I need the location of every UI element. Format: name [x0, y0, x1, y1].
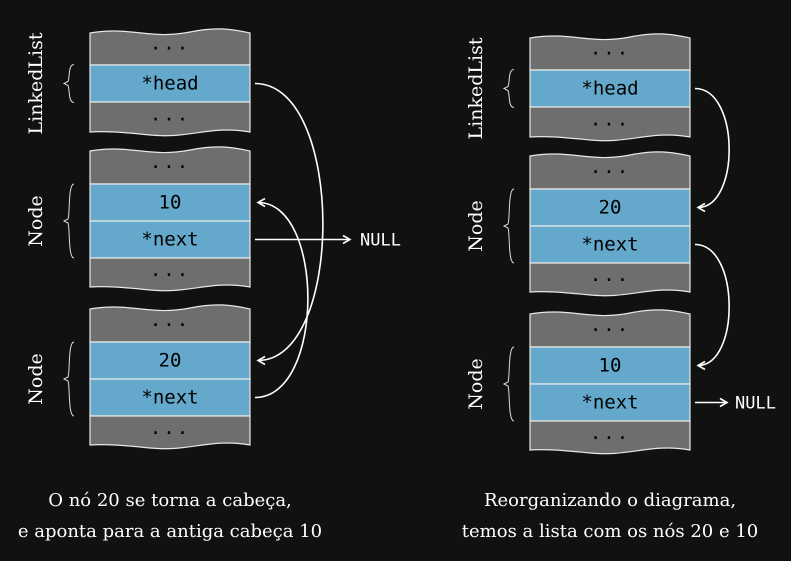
struct-label: LinkedList — [25, 32, 47, 134]
padding-cell — [89, 415, 251, 450]
ellipsis-text: ... — [590, 156, 630, 178]
brace-icon — [62, 64, 75, 103]
caption-line: Reorganizando o diagrama, — [484, 490, 736, 511]
struct-label: Node — [465, 200, 487, 251]
struct-label: LinkedList — [465, 37, 487, 139]
padding-cell — [89, 28, 251, 66]
linkedlist-block: ... *head... — [89, 28, 251, 137]
field-text: *next — [581, 234, 638, 256]
padding-cell — [89, 304, 251, 343]
ellipsis-text: ... — [590, 264, 630, 286]
head-arrow — [694, 87, 730, 213]
ellipsis-text: ... — [150, 259, 190, 281]
next-arrow — [254, 197, 309, 399]
padding-cell — [89, 146, 251, 185]
padding-cell — [529, 106, 691, 142]
struct-label: Node — [465, 358, 487, 409]
null-label: NULL — [360, 231, 401, 251]
field-text: 20 — [599, 197, 622, 219]
padding-cell — [529, 420, 691, 455]
brace-icon — [502, 188, 515, 264]
null-label: NULL — [735, 394, 776, 414]
node-block: ... 10 *next... — [89, 146, 251, 292]
field-text: 10 — [159, 192, 182, 214]
caption-line: O nó 20 se torna a cabeça, — [48, 490, 292, 511]
ellipsis-text: ... — [150, 151, 190, 173]
brace-icon — [502, 69, 515, 108]
brace-icon — [62, 341, 75, 417]
padding-cell — [89, 257, 251, 292]
padding-cell — [529, 309, 691, 348]
padding-cell — [529, 33, 691, 71]
caption-line: e aponta para a antiga cabeça 10 — [18, 521, 322, 542]
field-text: 10 — [599, 355, 622, 377]
node-block: ... 20 *next... — [89, 304, 251, 450]
ellipsis-text: ... — [150, 33, 190, 55]
field-text: *head — [141, 73, 198, 95]
node-block: ... 10 *next... — [529, 309, 691, 455]
next-arrow — [694, 243, 730, 371]
field-text: *head — [581, 78, 638, 100]
ellipsis-text: ... — [590, 38, 630, 60]
ellipsis-text: ... — [150, 417, 190, 439]
padding-cell — [89, 101, 251, 137]
brace-icon — [502, 346, 515, 422]
ellipsis-text: ... — [590, 109, 630, 131]
struct-label: Node — [25, 195, 47, 246]
ellipsis-text: ... — [150, 309, 190, 331]
ellipsis-text: ... — [590, 314, 630, 336]
field-text: 20 — [159, 350, 182, 372]
padding-cell — [529, 262, 691, 297]
brace-icon — [62, 183, 75, 259]
head-arrow — [254, 82, 324, 366]
right-diagram: ... *head...... 20 *next...... 10 *next... Lin… — [462, 33, 776, 542]
node-block: ... 20 *next... — [529, 151, 691, 297]
linkedlist-block: ... *head... — [529, 33, 691, 142]
padding-cell — [529, 151, 691, 190]
field-text: *next — [581, 392, 638, 414]
ellipsis-text: ... — [590, 422, 630, 444]
struct-label: Node — [25, 353, 47, 404]
ellipsis-text: ... — [150, 104, 190, 126]
field-text: *next — [141, 387, 198, 409]
field-text: *next — [141, 229, 198, 251]
left-diagram: ... *head...... 10 *next...... 20 *next... Lin… — [18, 28, 401, 542]
caption-line: temos a lista com os nós 20 e 10 — [462, 521, 758, 542]
